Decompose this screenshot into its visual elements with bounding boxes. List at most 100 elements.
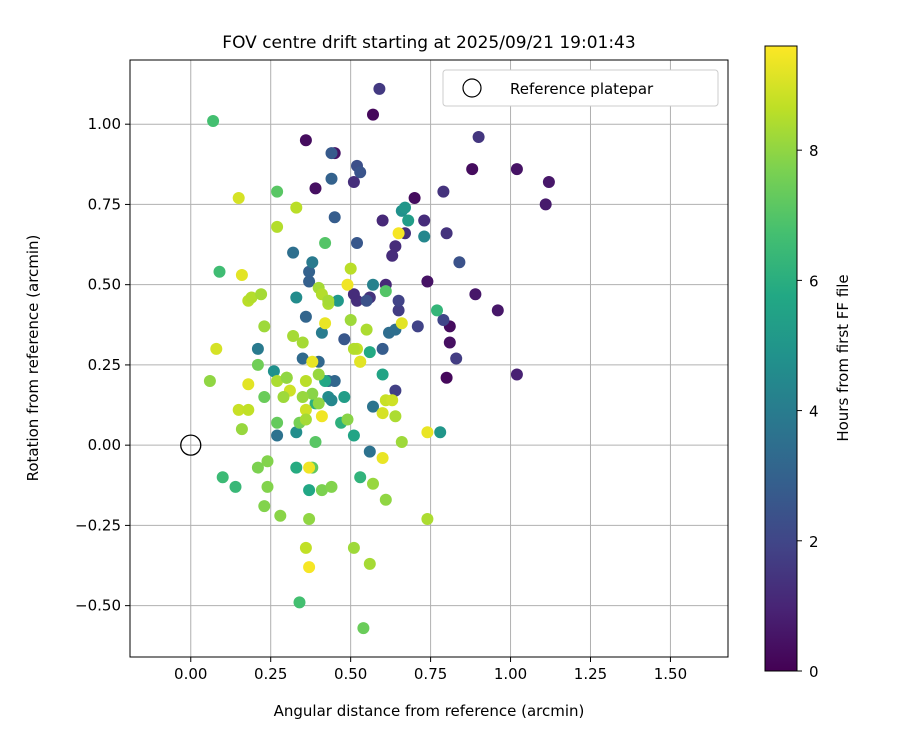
data-point <box>539 198 552 211</box>
data-point <box>469 288 482 301</box>
reference-platepar-marker <box>180 434 202 456</box>
data-point <box>341 278 354 291</box>
data-point <box>431 304 443 317</box>
data-point <box>338 333 351 346</box>
data-point <box>306 355 319 368</box>
data-point <box>271 416 284 429</box>
colorbar <box>764 45 798 672</box>
colorbar-label: Hours from first FF file <box>834 274 852 441</box>
data-point <box>303 484 316 497</box>
data-point <box>376 214 389 227</box>
data-point <box>290 426 303 439</box>
data-points <box>203 82 555 635</box>
data-point <box>296 391 309 403</box>
data-point <box>299 541 312 554</box>
data-point <box>373 82 386 95</box>
data-point <box>325 480 338 493</box>
data-point <box>325 394 338 407</box>
data-point <box>421 513 434 525</box>
legend-reference-marker-icon <box>462 78 482 98</box>
data-point <box>363 346 376 359</box>
y-axis-label: Rotation from reference (arcmin) <box>24 235 42 482</box>
data-point <box>296 352 309 365</box>
data-point <box>389 410 402 423</box>
data-point <box>418 230 431 243</box>
x-tick-label: 0.50 <box>334 665 367 683</box>
data-point <box>267 365 280 378</box>
data-point <box>261 480 274 493</box>
data-point <box>472 131 485 143</box>
data-point <box>347 176 360 188</box>
data-point <box>399 201 411 214</box>
data-point <box>395 317 408 330</box>
data-point <box>232 403 245 416</box>
data-point <box>235 423 248 436</box>
data-point <box>440 371 453 384</box>
data-point <box>287 330 300 342</box>
data-point <box>395 436 408 448</box>
data-point <box>347 342 360 355</box>
data-point <box>328 211 341 224</box>
x-tick-label: 0.75 <box>414 665 447 683</box>
y-tick-label: 0.50 <box>88 276 121 294</box>
data-point <box>357 622 370 635</box>
y-axis-ticks: −0.50 −0.25 0.00 0.25 0.50 0.75 1.00 <box>75 115 130 615</box>
data-point <box>245 291 258 304</box>
data-point <box>466 163 479 176</box>
data-point <box>367 108 379 121</box>
data-point <box>210 342 223 355</box>
data-point <box>411 320 424 333</box>
colorbar-tick-label: 2 <box>809 533 819 551</box>
data-point <box>491 304 504 317</box>
data-point <box>315 484 328 497</box>
plot-frame <box>129 59 729 658</box>
colorbar-ticks: 0 2 4 6 8 <box>797 142 819 681</box>
data-point <box>303 513 316 525</box>
data-point <box>344 262 357 275</box>
data-point <box>392 227 405 240</box>
y-tick-label: 0.75 <box>88 195 121 213</box>
data-point <box>271 375 284 387</box>
data-point <box>450 352 463 365</box>
data-point <box>376 407 389 420</box>
data-point <box>303 265 316 278</box>
data-point <box>379 493 392 506</box>
data-point <box>344 314 357 326</box>
x-tick-label: 1.50 <box>654 665 687 683</box>
data-point <box>331 294 344 307</box>
data-point <box>306 387 319 400</box>
data-point <box>255 288 268 301</box>
legend: Reference platepar <box>442 69 719 107</box>
data-point <box>392 304 405 317</box>
data-point <box>290 291 303 304</box>
data-point <box>354 355 367 368</box>
data-point <box>271 429 284 442</box>
data-point <box>258 320 271 333</box>
data-point <box>242 403 255 416</box>
data-point <box>251 342 264 355</box>
data-point <box>213 265 226 278</box>
data-point <box>376 452 389 464</box>
data-point <box>341 413 354 426</box>
data-point <box>376 368 389 381</box>
data-point <box>354 166 367 179</box>
data-point <box>542 176 555 188</box>
data-point <box>258 500 271 513</box>
data-point <box>303 275 316 288</box>
data-point <box>296 336 309 349</box>
data-point <box>258 391 271 403</box>
data-point <box>299 403 312 416</box>
data-point <box>271 220 284 233</box>
data-point <box>299 310 312 323</box>
data-point <box>347 288 360 301</box>
data-point <box>360 294 373 307</box>
data-point <box>325 147 338 160</box>
data-point <box>510 368 523 381</box>
x-axis-label: Angular distance from reference (arcmin) <box>274 702 585 720</box>
data-point <box>421 426 434 439</box>
data-point <box>389 240 402 253</box>
x-tick-label: 1.25 <box>574 665 607 683</box>
data-point <box>367 278 379 291</box>
data-point <box>287 246 300 259</box>
